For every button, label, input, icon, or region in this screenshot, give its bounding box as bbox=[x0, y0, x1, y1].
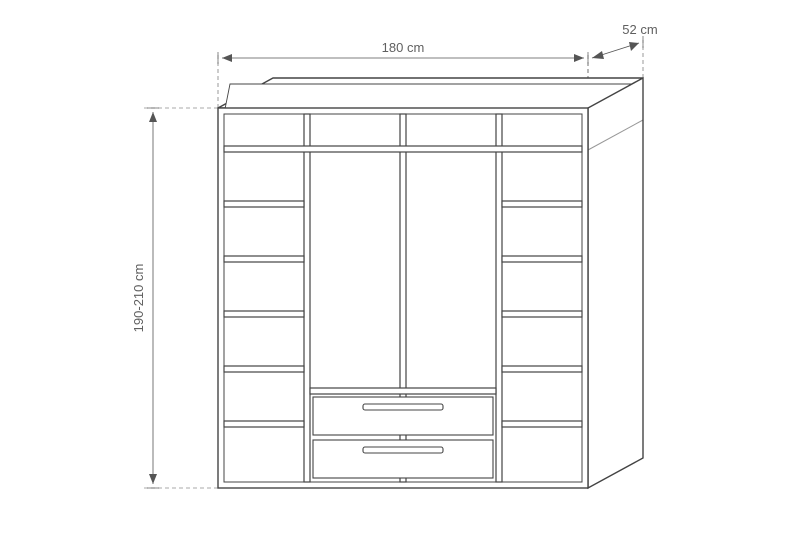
dimension-width-label: 180 cm bbox=[382, 40, 425, 55]
dimension-depth: 52 cm bbox=[592, 22, 658, 59]
dimension-depth-label: 52 cm bbox=[622, 22, 657, 37]
top-shelf bbox=[224, 146, 582, 152]
drawer-2 bbox=[313, 440, 493, 478]
center-shelf-above-drawers bbox=[310, 388, 496, 394]
cabinet-side-right bbox=[588, 78, 643, 488]
drawer-1 bbox=[313, 397, 493, 435]
wardrobe-diagram: 180 cm 52 cm 190-210 cm bbox=[0, 0, 800, 533]
dimension-height-label: 190-210 cm bbox=[131, 264, 146, 333]
dimension-height: 190-210 cm bbox=[131, 108, 159, 488]
dimension-width: 180 cm bbox=[218, 40, 588, 64]
